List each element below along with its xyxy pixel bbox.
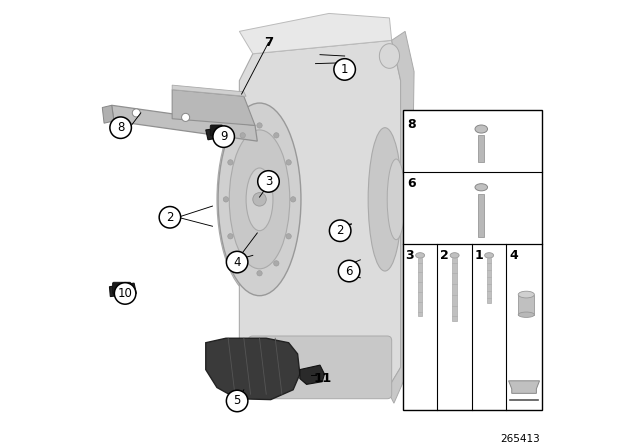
Ellipse shape — [475, 125, 488, 133]
Polygon shape — [205, 128, 226, 140]
Bar — [478, 135, 484, 162]
Polygon shape — [172, 90, 255, 125]
Text: 8: 8 — [408, 118, 416, 131]
Ellipse shape — [218, 103, 301, 296]
Ellipse shape — [518, 312, 534, 317]
Ellipse shape — [246, 168, 273, 231]
Circle shape — [132, 109, 140, 117]
Polygon shape — [109, 283, 136, 297]
Text: 6: 6 — [408, 177, 416, 190]
Circle shape — [330, 220, 351, 241]
Text: 3: 3 — [406, 249, 414, 262]
Circle shape — [274, 261, 279, 266]
Circle shape — [115, 283, 136, 304]
Circle shape — [240, 133, 245, 138]
Polygon shape — [387, 31, 414, 403]
Bar — [418, 258, 422, 316]
Text: 9: 9 — [220, 130, 227, 143]
Text: 8: 8 — [117, 121, 124, 134]
Circle shape — [228, 233, 233, 239]
Circle shape — [253, 193, 266, 206]
Circle shape — [334, 59, 355, 80]
Circle shape — [227, 251, 248, 273]
Text: 6: 6 — [346, 264, 353, 278]
Ellipse shape — [415, 253, 424, 258]
Circle shape — [159, 207, 180, 228]
Circle shape — [274, 133, 279, 138]
Text: 1: 1 — [341, 63, 348, 76]
Ellipse shape — [380, 43, 399, 68]
Text: 5: 5 — [234, 394, 241, 408]
Polygon shape — [239, 13, 392, 54]
Polygon shape — [239, 40, 401, 394]
Ellipse shape — [387, 159, 405, 240]
Ellipse shape — [368, 128, 402, 271]
Circle shape — [240, 261, 245, 266]
FancyBboxPatch shape — [210, 125, 223, 136]
Circle shape — [286, 159, 291, 165]
Text: 11: 11 — [313, 372, 332, 385]
Ellipse shape — [229, 130, 290, 269]
Bar — [518, 295, 534, 314]
Circle shape — [291, 197, 296, 202]
Polygon shape — [172, 85, 246, 96]
Ellipse shape — [518, 291, 534, 298]
Text: 10: 10 — [118, 287, 132, 300]
Ellipse shape — [475, 184, 488, 191]
Polygon shape — [102, 105, 114, 123]
Circle shape — [257, 271, 262, 276]
Text: 2: 2 — [166, 211, 173, 224]
Text: 265413: 265413 — [500, 434, 540, 444]
Circle shape — [286, 234, 291, 239]
FancyBboxPatch shape — [248, 336, 392, 399]
Polygon shape — [509, 381, 540, 393]
Polygon shape — [300, 365, 324, 384]
Text: 7: 7 — [264, 36, 273, 49]
Bar — [403, 110, 541, 410]
Bar — [478, 194, 484, 237]
Circle shape — [339, 260, 360, 282]
Text: 4: 4 — [234, 255, 241, 269]
Ellipse shape — [217, 101, 302, 298]
Ellipse shape — [450, 253, 459, 258]
Circle shape — [258, 171, 279, 192]
Text: 3: 3 — [265, 175, 272, 188]
Text: 4: 4 — [509, 249, 518, 262]
Circle shape — [110, 117, 131, 138]
Polygon shape — [205, 338, 300, 400]
Bar — [452, 258, 457, 321]
Circle shape — [223, 197, 228, 202]
Ellipse shape — [484, 253, 493, 258]
Circle shape — [257, 123, 262, 128]
Circle shape — [182, 113, 189, 121]
Bar — [487, 258, 492, 303]
Text: 2: 2 — [337, 224, 344, 237]
FancyBboxPatch shape — [113, 282, 131, 294]
Circle shape — [228, 159, 233, 165]
Text: 2: 2 — [440, 249, 449, 262]
Polygon shape — [111, 105, 257, 141]
Circle shape — [213, 126, 234, 147]
Text: 1: 1 — [474, 249, 483, 262]
Circle shape — [227, 390, 248, 412]
